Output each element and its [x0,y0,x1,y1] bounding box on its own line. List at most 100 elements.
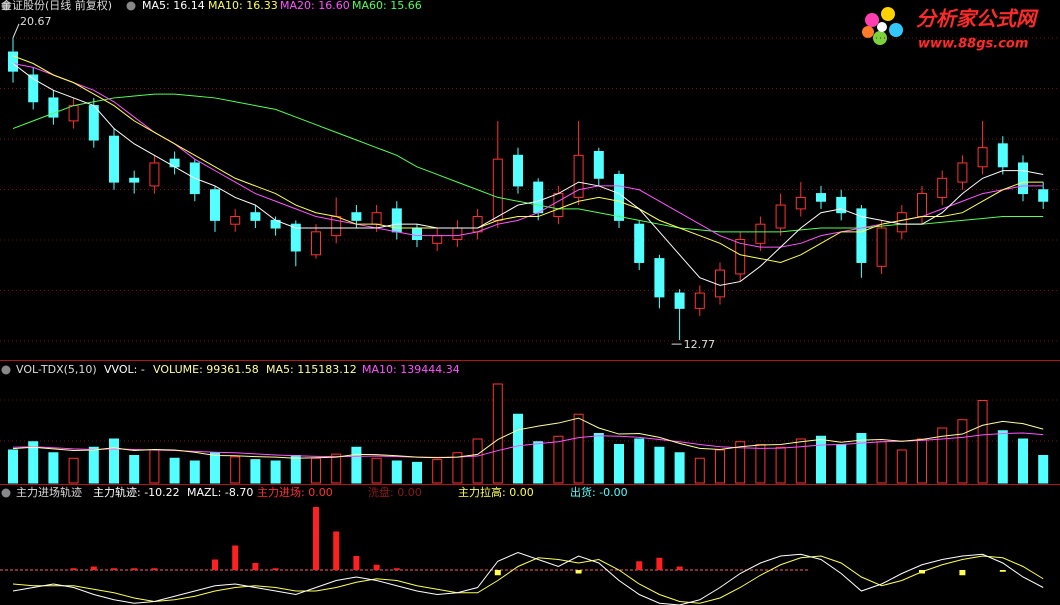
candle-body [48,97,59,118]
candle-body [917,193,927,218]
volume-bar [371,457,382,484]
legend-entry: MAZL: -8.70 [187,486,253,499]
volume-bar [472,438,483,484]
volume-bar [614,444,624,484]
volume-bar [290,455,301,484]
volume-bar [331,453,342,484]
signal-bar [272,568,279,570]
legend-entry: 出货: -0.00 [570,485,628,499]
panel-title: VOL-TDX(5,10) [16,363,97,376]
candle-body [109,135,119,183]
logo-petal [881,7,895,21]
volume-bar [896,449,907,484]
volume-bar [68,457,79,484]
volume-bar [937,427,948,484]
volume-bar [694,457,705,484]
candle-body [513,154,523,187]
volume-bar [452,452,463,484]
candle-body [149,162,160,187]
volume-bar [795,438,806,484]
volume-bar [210,452,220,484]
volume-bar [48,452,59,484]
logo-title: 分析家公式网 [916,7,1039,31]
logo-center [877,22,887,32]
volume-bar [735,441,746,484]
candle-body [735,238,746,275]
signal-bar [151,568,158,570]
panel-title: 金证股份(日线 前复权) [1,0,112,12]
volume-bar [412,461,422,484]
panel-title: 主力进场轨迹 [16,485,82,499]
ma-line [12,551,1044,605]
candle-body [836,196,847,214]
candle-body [169,158,180,168]
ma-line [12,417,1044,459]
annotation-arrow [12,23,20,39]
legend-entry: 主力拉高: 0.00 [458,485,534,499]
candle-body [129,177,140,183]
candle-body [997,143,1008,168]
volume-bar [634,438,645,484]
signal-bar [111,568,117,570]
candle-body [593,150,604,179]
signal-bar [494,570,501,576]
legend-entry: MA5: 115183.12 [266,363,357,376]
signal-bar [131,568,138,570]
signal-bar [90,566,97,570]
legend-entry: MA10: 139444.34 [362,363,460,376]
volume-bar [169,457,180,484]
legend-entry: 主力轨迹: -10.22 [93,485,180,499]
candle-body [210,189,220,221]
candle-body [634,223,645,263]
candle-body [230,216,241,225]
signal-bar [252,563,259,570]
panel-menu-icon [1,1,11,11]
legend-entry: 主力进场: 0.00 [257,485,333,499]
volume-bar [573,413,584,484]
volume-bar [876,441,887,484]
volume-bar [311,457,321,484]
candle-body [472,216,483,233]
candle-body [371,212,382,225]
signal-bar [676,566,683,570]
volume-bar [149,449,160,484]
volume-bar [775,446,786,484]
signal-bar [212,559,218,570]
candle-body [412,227,422,240]
logo-petal [865,13,879,27]
logo: 分析家公式网 www.88gs.com [862,7,1039,52]
legend-entry: MA20: 16.60 [280,0,350,12]
panel-menu-icon [1,365,11,375]
candle-body [28,74,39,103]
signal-bar [636,561,643,570]
candle-body [694,292,705,309]
volume-bar [129,455,140,484]
candle-body [492,158,503,221]
volume-bar [856,433,867,484]
candle-body [674,292,685,309]
volume-bar [1038,455,1049,484]
volume-bar [513,413,523,484]
logo-petal [889,23,903,37]
ma-line [12,555,1044,604]
volume-bar [957,419,968,484]
signal-bar [313,507,319,570]
volume-bar [715,449,725,484]
logo-url: www.88gs.com [918,37,1028,52]
candle-body [250,212,261,221]
legend-entry: MA5: 16.14 [142,0,205,12]
volume-bar [836,444,847,484]
volume-bar [755,444,766,484]
legend-entry: MA60: 15.66 [352,0,422,12]
volume-bar [977,400,988,484]
volume-bar [816,435,826,484]
signal-bar [333,531,340,570]
candle-body [351,212,362,221]
signal-bar [575,570,582,574]
signal-bar [393,568,400,570]
candle-body [816,193,826,202]
volume-bar [189,460,200,484]
ma-line [12,55,1044,263]
